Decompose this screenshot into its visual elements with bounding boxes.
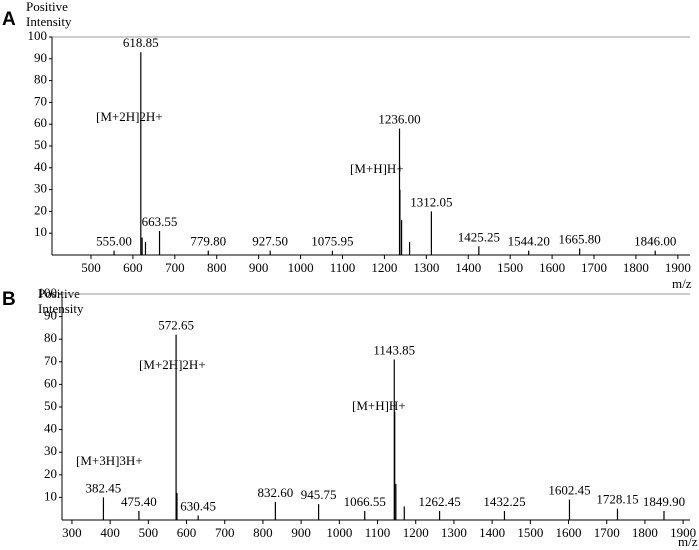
peak-label: 1066.55 [344,494,386,509]
peak-label: 1665.80 [559,231,601,246]
peak-label: 945.75 [301,487,337,502]
x-tick-label: 1400 [479,525,505,540]
x-tick-label: 900 [291,525,311,540]
peak-label: 1075.95 [311,234,353,249]
y-tick-label: 80 [34,72,47,87]
ion-annotation: [M+H]H+ [352,398,406,413]
peak-label: 1602.45 [548,483,590,498]
ion-annotation: [M+2H]2H+ [96,109,163,124]
peak-label: 1312.05 [410,194,452,209]
x-tick-label: 1300 [441,525,467,540]
peak-label: 1846.00 [634,234,676,249]
peak-label: 1236.00 [378,112,420,127]
x-tick-label: 1600 [539,260,565,275]
x-tick-label: 500 [81,260,101,275]
x-tick-label: 600 [177,525,197,540]
x-axis-label: m/z [672,276,692,291]
x-tick-label: 1700 [581,260,607,275]
x-tick-label: 400 [100,525,120,540]
y-tick-label: 60 [44,375,57,390]
x-tick-label: 800 [207,260,227,275]
y-axis-label: Positive [26,0,68,14]
peak-label: 618.85 [123,35,159,50]
x-tick-label: 1400 [455,260,481,275]
peak-label: 832.60 [258,485,294,500]
x-tick-label: 1500 [517,525,543,540]
peak-label: 630.45 [180,498,216,513]
x-tick-label: 1200 [371,260,397,275]
y-tick-label: 100 [38,285,58,300]
x-tick-label: 700 [215,525,235,540]
x-tick-label: 1000 [288,260,314,275]
peak-label: 1544.20 [508,234,550,249]
y-tick-label: 50 [34,137,47,152]
y-tick-label: 10 [44,488,57,503]
peak-label: 382.45 [86,480,122,495]
peak-label: 572.65 [158,318,194,333]
peak-label: 1262.45 [418,494,460,509]
panel-label: A [2,9,16,30]
x-tick-label: 1000 [326,525,352,540]
x-tick-label: 1300 [413,260,439,275]
x-tick-label: 800 [253,525,273,540]
x-tick-label: 1600 [556,525,582,540]
x-tick-label: 1100 [365,525,391,540]
y-tick-label: 40 [34,159,47,174]
y-tick-label: 40 [44,421,57,436]
x-tick-label: 600 [123,260,143,275]
x-axis-label: m/z [678,534,698,549]
x-tick-label: 1100 [330,260,356,275]
peak-label: 1432.25 [483,494,525,509]
ion-annotation: [M+H]H+ [350,161,404,176]
x-tick-label: 300 [62,525,82,540]
peak-label: 1143.85 [373,343,415,358]
y-tick-label: 30 [34,181,47,196]
x-tick-label: 1200 [403,525,429,540]
y-axis-label: Intensity [26,14,72,29]
x-tick-label: 1800 [632,525,658,540]
peak-label: 779.80 [190,234,226,249]
peak-label: 663.55 [142,214,178,229]
y-axis-label: Intensity [38,301,84,316]
y-tick-label: 80 [44,330,57,345]
peak-label: 927.50 [252,234,288,249]
peak-label: 1728.15 [596,492,638,507]
y-tick-label: 70 [44,353,57,368]
y-tick-label: 70 [34,93,47,108]
x-tick-label: 900 [249,260,269,275]
y-axis-label: Positive [38,286,80,301]
x-tick-label: 1800 [623,260,649,275]
x-tick-label: 1900 [670,525,696,540]
y-tick-label: 50 [44,398,57,413]
y-tick-label: 100 [28,28,48,43]
peak-label: 555.00 [96,234,132,249]
x-tick-label: 1900 [665,260,691,275]
x-tick-label: 500 [139,525,159,540]
peak-label: 1425.25 [458,229,500,244]
y-tick-label: 90 [34,50,47,65]
ion-annotation: [M+3H]3H+ [76,453,143,468]
panel-label: B [2,289,16,310]
y-tick-label: 20 [44,466,57,481]
peak-label: 475.40 [121,494,157,509]
peak-label: 1849.90 [643,494,685,509]
y-tick-label: 10 [34,224,47,239]
y-tick-label: 60 [34,115,47,130]
y-tick-label: 90 [44,308,57,323]
y-tick-label: 20 [34,202,47,217]
y-tick-label: 30 [44,443,57,458]
x-tick-label: 700 [165,260,185,275]
x-tick-label: 1500 [497,260,523,275]
x-tick-label: 1700 [594,525,620,540]
ion-annotation: [M+2H]2H+ [139,357,206,372]
